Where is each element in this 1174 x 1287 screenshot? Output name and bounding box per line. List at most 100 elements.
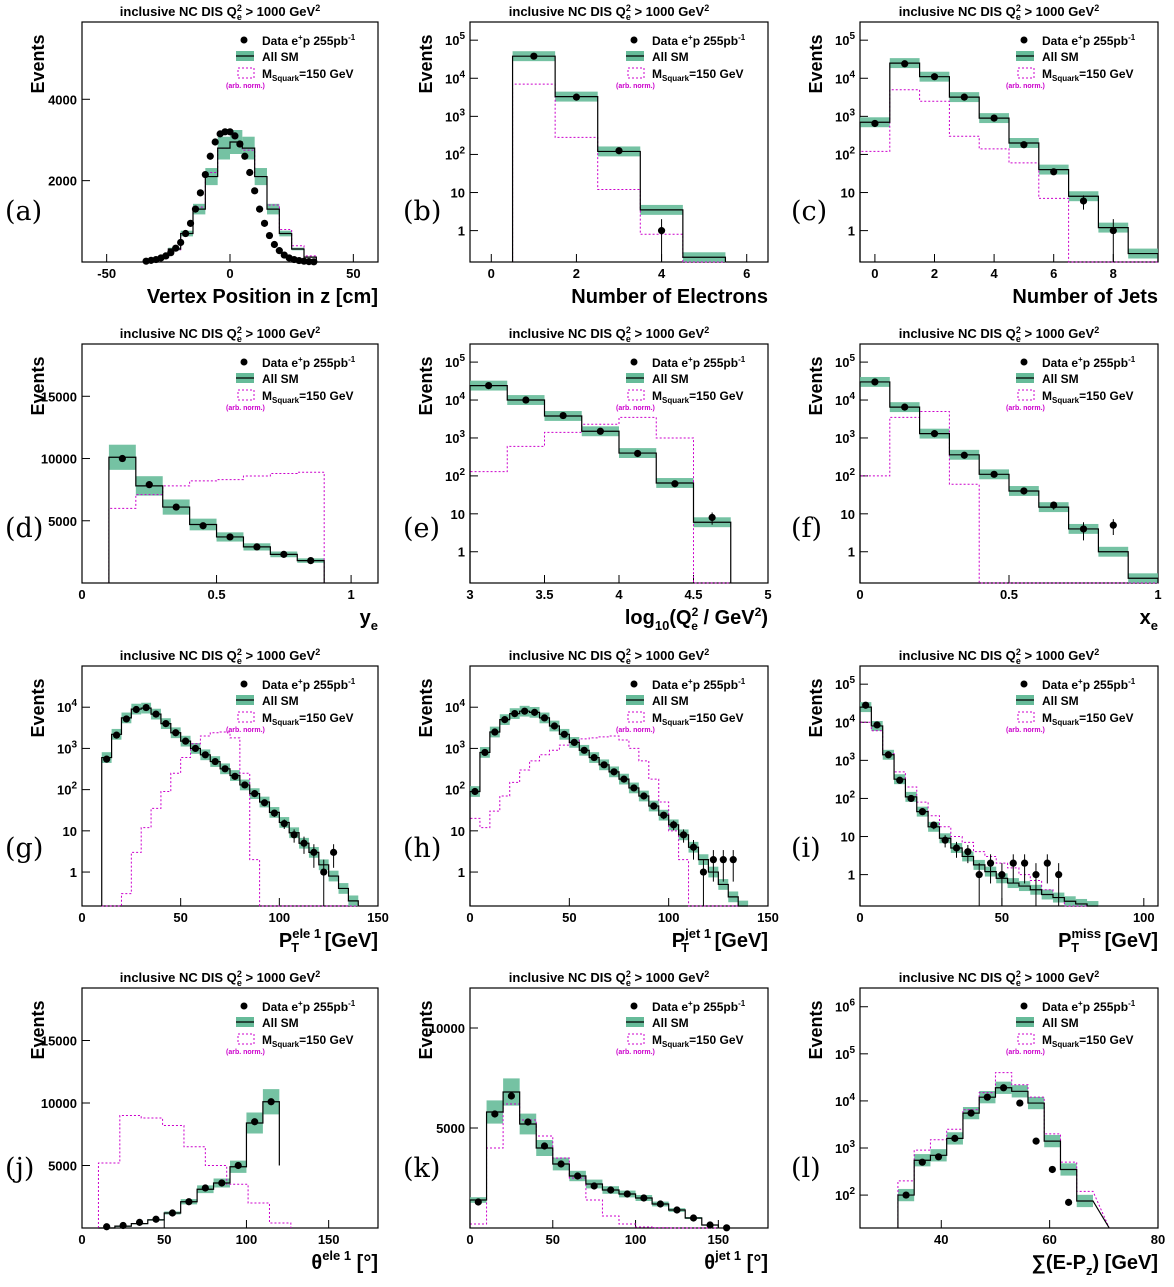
data-point [540,714,549,722]
y-axis-label: Events [28,678,48,737]
x-tick-label: 0 [78,1232,85,1247]
panel-letter: (l) [791,1153,821,1184]
data-point [901,403,909,411]
data-point [221,765,229,773]
y-tick-label: 10 [841,507,855,522]
data-point [1065,1198,1073,1206]
data-point [620,775,628,783]
data-point [901,60,909,68]
y-tick-label: 10 [841,830,855,845]
data-point [118,454,126,463]
data-point [172,244,180,252]
data-point [1043,859,1051,867]
data-point [167,249,175,257]
squark-histogram [143,141,317,262]
data-point [559,411,567,420]
data-point [186,219,195,227]
x-axis-label: ye [360,607,378,633]
legend-data-label: Data e+p 255pb-1 [1042,999,1136,1014]
y-tick-label: 103 [57,739,77,756]
panel-letter: (a) [5,196,42,227]
data-point [481,748,489,757]
squark-histogram [897,1072,1110,1229]
plot-frame [81,343,379,584]
legend-squark-label: MSquark=150 GeV [1042,67,1134,83]
legend-squark-box [237,711,255,723]
data-point [951,1134,959,1142]
y-axis-label: Events [806,678,826,737]
y-axis-label: Events [416,1000,436,1059]
sm-histogram [101,707,359,906]
y-tick-label: 5000 [48,514,77,529]
y-axis-label: Events [416,34,436,93]
data-point [572,93,581,101]
data-point [530,708,539,716]
panel-title: inclusive NC DIS Q2 e > 1000 GeV2 [120,647,320,666]
panel-i: inclusive NC DIS Q2 e > 1000 GeV2 (i) Event… [791,647,1159,955]
data-point [960,451,968,459]
panel-title: inclusive NC DIS Q2 e > 1000 GeV2 [899,969,1099,988]
y-tick-label: 102 [835,145,855,162]
data-point [1055,871,1063,879]
panel-e: inclusive NC DIS Q2 e > 1000 GeV2 (e) Event… [403,325,772,633]
data-point [132,705,140,714]
legend-data-marker [630,680,638,688]
data-point [630,784,638,792]
data-point [521,707,529,715]
squark-histogram [108,471,325,583]
x-tick-label: 2 [931,266,938,281]
data-point [1048,1165,1056,1174]
x-tick-label: 3 [466,587,473,602]
legend-squark-box [237,67,255,79]
panel-title: inclusive NC DIS Q2 e > 1000 GeV2 [120,969,320,988]
sm-uncertainty-band [1075,898,1088,906]
data-point [671,480,679,488]
panel-b: inclusive NC DIS Q2 e > 1000 GeV2 (b) Event… [403,3,769,308]
data-point [246,168,254,177]
y-tick-label: 1 [458,545,465,560]
data-point [580,746,588,754]
data-point [689,843,698,851]
panel-g: inclusive NC DIS Q2 e > 1000 GeV2 (g) Event… [5,647,389,955]
legend-data-marker [240,680,248,688]
y-tick-label: 1 [848,545,855,560]
x-tick-label: 50 [995,910,1009,925]
x-tick-label: 0 [226,266,233,281]
panel-title: inclusive NC DIS Q2 e > 1000 GeV2 [899,647,1099,666]
data-point [1079,197,1088,205]
data-point [485,382,493,390]
data-point [1032,871,1040,879]
squark-histogram [512,83,726,263]
data-point [729,856,737,864]
data-point [896,776,904,784]
sm-uncertainty-band [1087,901,1099,906]
y-axis-label: Events [28,34,48,93]
y-tick-label: 106 [835,998,855,1015]
data-point [660,811,668,819]
data-point [135,1218,144,1226]
data-point [267,1098,275,1106]
y-tick-label: 105 [835,31,855,48]
sm-histogram [859,706,1099,907]
legend-data-marker [240,358,248,366]
data-point [310,848,318,856]
y-tick-label: 10000 [429,1021,465,1036]
legend-squark-box [627,711,645,723]
y-tick-label: 102 [835,1186,855,1203]
x-tick-label: 6 [743,266,750,281]
data-point [952,844,961,852]
legend-squark-label: MSquark=150 GeV [652,389,744,405]
x-tick-label: 1 [347,587,354,602]
data-point [941,836,949,844]
data-point [260,219,269,227]
data-point [706,1221,714,1229]
data-point [540,1142,549,1150]
y-tick-label: 104 [445,391,465,408]
data-point [1109,227,1117,235]
x-tick-label: 150 [367,910,389,925]
legend-data-label: Data e+p 255pb-1 [262,33,356,48]
data-point [152,710,160,718]
legend-squark-label: MSquark=150 GeV [652,711,744,727]
x-tick-label: 0.5 [1000,587,1018,602]
